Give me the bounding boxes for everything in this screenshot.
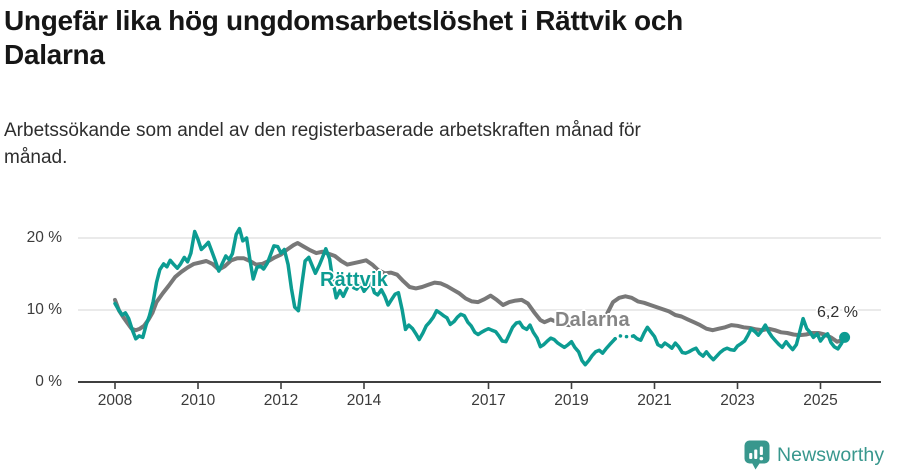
series-end-dot	[839, 331, 851, 343]
y-tick-label: 20 %	[26, 229, 62, 246]
series-line-rättvik	[632, 316, 847, 362]
newsworthy-logo-link[interactable]: Newsworthy	[744, 440, 884, 470]
x-tick-label: 2023	[720, 392, 755, 409]
last-value-annotation: 6,2 %	[817, 304, 858, 321]
x-tick-label: 2025	[803, 392, 838, 409]
subtitle-line-2: månad.	[4, 147, 68, 168]
chart-subtitle: Arbetssökande som andel av den registerb…	[4, 117, 864, 171]
y-tick-label: 10 %	[26, 301, 62, 318]
series-line-rättvik	[613, 334, 636, 341]
series-label-rattvik: Rättvik	[320, 269, 389, 291]
x-tick-label: 2010	[180, 392, 216, 409]
x-tick-label: 2012	[263, 392, 299, 409]
newsworthy-icon	[744, 440, 770, 470]
subtitle-line-1: Arbetssökande som andel av den registerb…	[4, 120, 641, 141]
series-line-rättvik	[113, 226, 617, 367]
title-line-2: Dalarna	[4, 39, 105, 70]
x-tick-label: 2019	[554, 392, 589, 409]
x-tick-label: 2017	[471, 392, 506, 409]
series-label-dalarna: Dalarna	[555, 309, 630, 331]
newsworthy-logo-text: Newsworthy	[777, 443, 885, 466]
x-tick-label: 2021	[637, 392, 672, 409]
y-tick-label: 0 %	[35, 373, 62, 390]
x-tick-label: 2014	[346, 392, 382, 409]
title-line-1: Ungefär lika hög ungdomsarbetslöshet i R…	[4, 5, 683, 36]
x-tick-label: 2008	[97, 392, 133, 409]
page-title: Ungefär lika hög ungdomsarbetslöshet i R…	[4, 4, 896, 72]
